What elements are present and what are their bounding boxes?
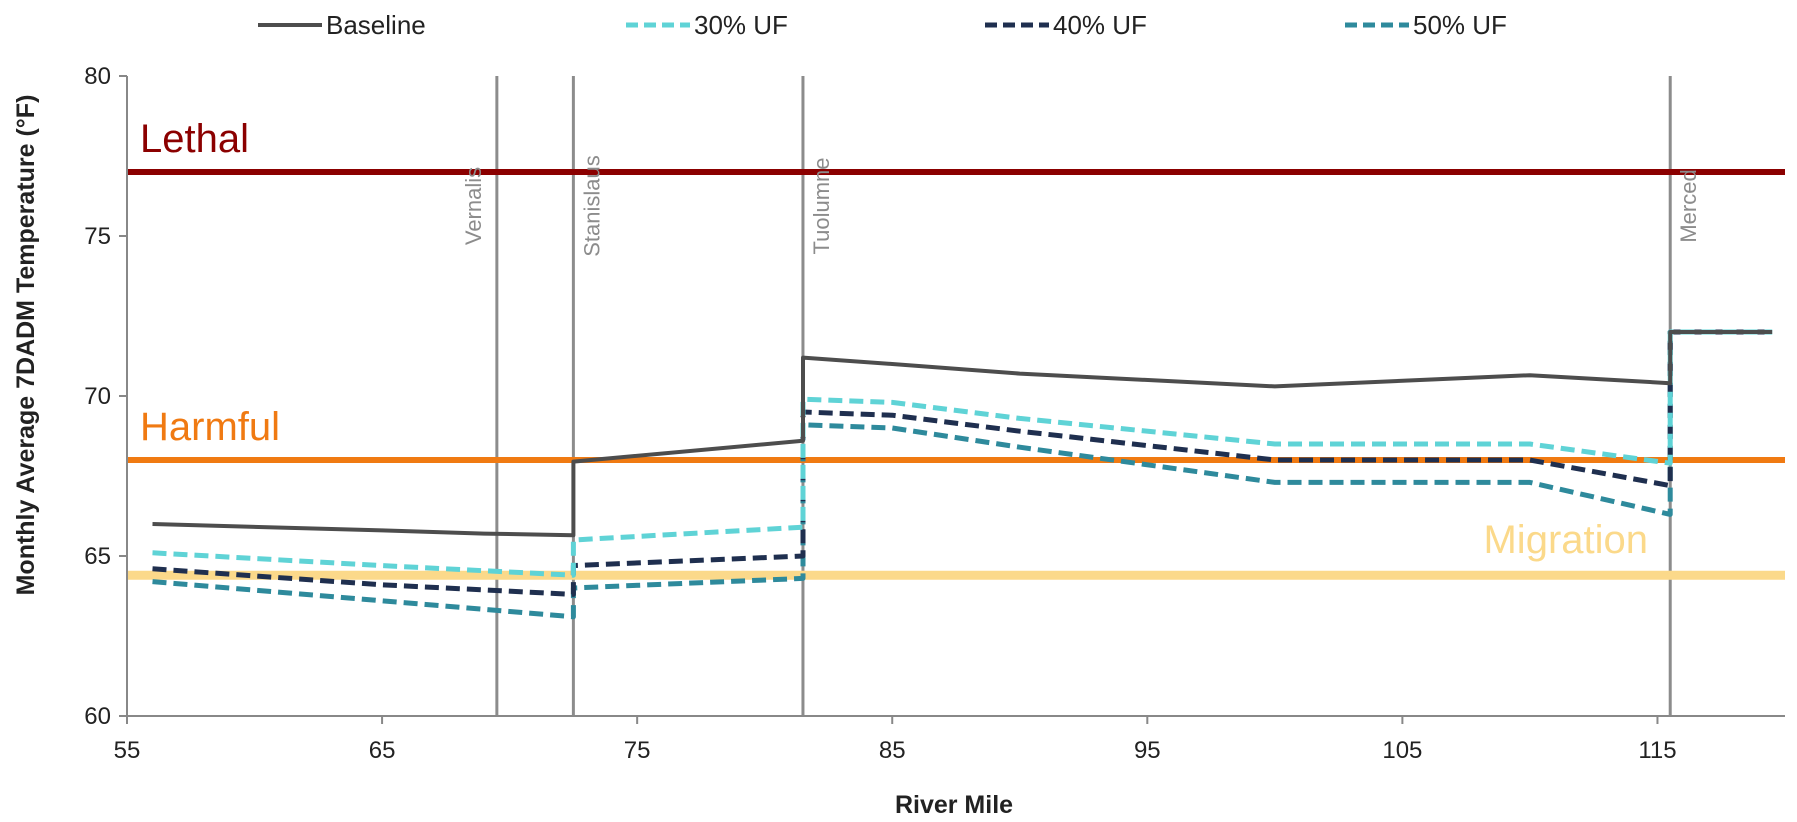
x-tick-label: 105 [1382, 737, 1422, 764]
series-line-uf50 [152, 329, 1773, 620]
y-axis-title: Monthly Average 7DADM Temperature (°F) [12, 95, 40, 596]
x-tick-label: 115 [1638, 737, 1676, 764]
tributary-label-vernalis: Vernalis [461, 167, 486, 245]
legend-label-uf50: 50% UF [1413, 10, 1507, 40]
y-tick-label: 75 [84, 223, 111, 250]
threshold-label-lethal: Lethal [140, 117, 249, 161]
tributary-label-tuolumne: Tuolumne [809, 157, 834, 254]
series-line-baseline [152, 330, 1773, 538]
legend-label-uf40: 40% UF [1053, 10, 1147, 40]
x-ticks: 55 65 75 85 95 105 115 [114, 716, 1677, 764]
threshold-label-harmful: Harmful [140, 405, 280, 449]
threshold-lines [127, 169, 1785, 580]
tributary-label-stanislaus: Stanislaus [579, 155, 604, 257]
x-tick-label: 75 [624, 737, 651, 764]
x-tick-label: 65 [369, 737, 396, 764]
series-line-uf30 [152, 329, 1773, 578]
series-line-uf40 [152, 329, 1773, 597]
legend-label-baseline: Baseline [326, 10, 426, 40]
y-ticks: 60 65 70 75 80 [84, 63, 127, 730]
y-tick-label: 60 [84, 703, 111, 730]
threshold-label-migration: Migration [1483, 518, 1648, 562]
threshold-labels: Lethal Harmful Migration [140, 117, 1648, 562]
tributary-label-merced: Merced [1676, 169, 1701, 242]
x-tick-label: 85 [879, 737, 906, 764]
y-tick-label: 80 [84, 63, 111, 90]
legend-label-uf30: 30% UF [694, 10, 788, 40]
y-tick-label: 65 [84, 543, 111, 570]
x-tick-label: 95 [1134, 737, 1161, 764]
tributary-labels: Vernalis Stanislaus Tuolumne Merced [461, 155, 1701, 257]
x-tick-label: 55 [114, 737, 141, 764]
y-tick-label: 70 [84, 383, 111, 410]
series-lines [152, 329, 1773, 620]
x-axis-title: River Mile [895, 791, 1013, 819]
legend: Baseline 30% UF 40% UF 50% UF [258, 10, 1507, 40]
